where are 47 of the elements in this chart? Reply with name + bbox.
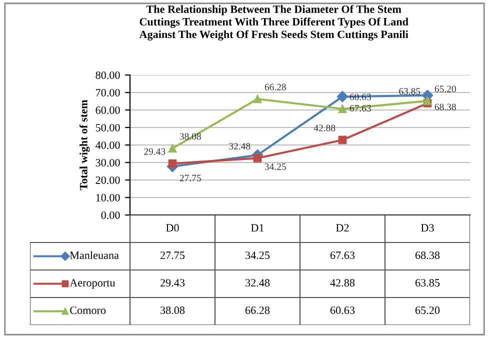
y-tick-label: 40.00: [95, 141, 120, 150]
y-tick-label: 20.00: [96, 176, 120, 184]
data-label: 27.75: [160, 252, 185, 260]
point: [168, 144, 177, 153]
chart-title: The Relationship Between The Diameter Of The Stem Cuttings Treatment With Three Different Types Of Land Against The Weight Of Fresh Seeds Stem Cuttings Panili: [139, 5, 408, 41]
text: 29.43: [144, 148, 166, 155]
point: [168, 159, 177, 168]
data-label: 60.63: [330, 306, 355, 314]
data-label: 34.25: [246, 252, 270, 260]
y-axis-title: Total wight of stem: [79, 100, 90, 190]
y-tick-label: 50.00: [96, 124, 120, 132]
legend-label: Aeroportu: [70, 279, 116, 289]
x-tick-label: D1: [251, 224, 264, 232]
text: 34.25: [264, 163, 286, 170]
x-tick-label: D0: [166, 224, 179, 232]
point: [253, 154, 262, 162]
y-tick-label: 70.00: [96, 88, 120, 97]
text: 65.20: [434, 86, 456, 92]
data-label: 32.48: [246, 279, 270, 287]
text: 63.85: [399, 88, 420, 95]
legend-label: Comoro: [70, 306, 106, 314]
data-label: 63.85: [415, 279, 440, 287]
y-tick-label: 30.00: [96, 158, 120, 167]
data-label: 68.38: [415, 252, 440, 260]
text: 66.28: [264, 84, 286, 90]
x-tick-label: D3: [421, 224, 434, 232]
text: 27.75: [180, 174, 201, 182]
data-label: 38.08: [160, 306, 185, 314]
y-tick-label: 0.00: [101, 211, 120, 220]
legend-label: Manleuana: [70, 251, 119, 260]
data-label: 42.88: [330, 279, 355, 287]
point: [338, 136, 347, 144]
data-label: 67.63: [330, 252, 355, 260]
y-tick-label: 10.00: [96, 194, 120, 202]
point: [338, 104, 347, 114]
point: [253, 94, 262, 104]
text: 68.38: [434, 104, 456, 110]
y-tick-label: 60.00: [96, 106, 120, 114]
data-label: 65.20: [415, 306, 440, 314]
text: 32.48: [229, 142, 250, 150]
y-tick-label: 80.00: [96, 71, 120, 80]
text: 42.88: [314, 124, 336, 132]
point: [336, 91, 348, 102]
data-label: 66.28: [245, 306, 270, 314]
point: [423, 96, 432, 106]
x-tick-label: D2: [336, 224, 349, 232]
data-label: 29.43: [160, 279, 185, 287]
